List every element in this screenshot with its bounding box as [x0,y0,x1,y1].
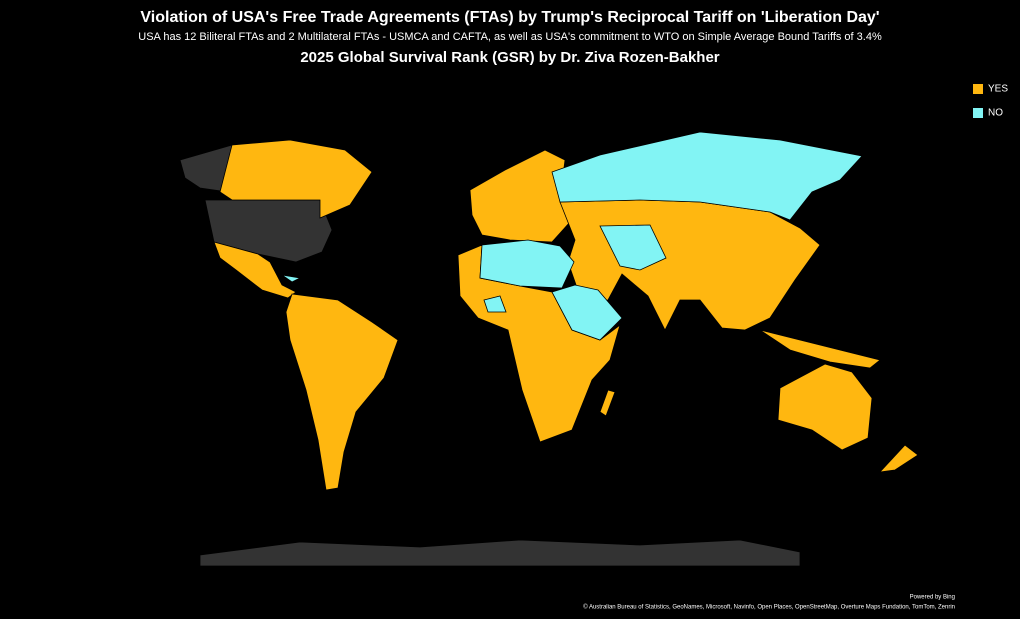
cuba [281,274,302,283]
title: Violation of USA's Free Trade Agreements… [140,9,879,26]
legend-swatch [973,108,983,118]
south-america [285,293,399,491]
attribution: © Australian Bureau of Statistics, GeoNa… [583,604,955,611]
australia [777,363,873,451]
alaska [179,144,233,193]
southeast-asia [759,329,881,369]
new-zealand [878,444,919,473]
legend-swatch [973,84,983,94]
north-africa [479,239,575,289]
powered-by: Powered by Bing [910,595,955,601]
russia [551,131,863,221]
europe [469,149,571,243]
legend-label: NO [988,108,1003,119]
legend-label: YES [988,84,1008,95]
west-africa [483,295,507,313]
madagascar [599,389,616,417]
subtitle: USA has 12 Biliteral FTAs and 2 Multilat… [138,31,882,43]
canada [219,139,373,219]
east-africa [551,284,623,341]
map [179,131,919,567]
iran-afghanistan [599,224,667,271]
title2: 2025 Global Survival Rank (GSR) by Dr. Z… [300,49,719,66]
antarctica [199,539,801,567]
legend: YES NO [973,84,1008,119]
